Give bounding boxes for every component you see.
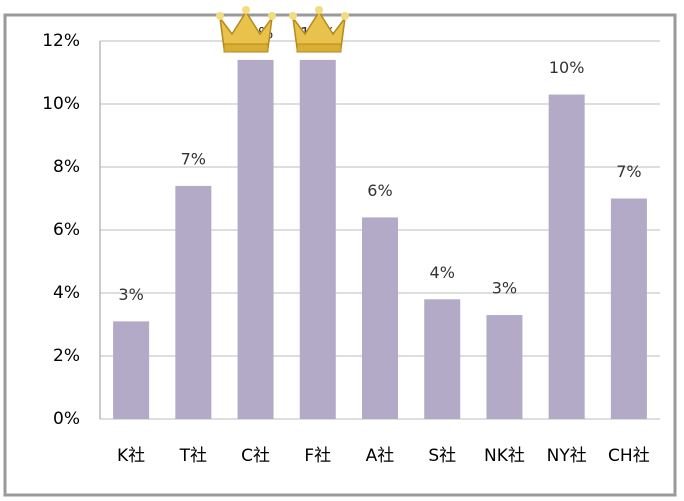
x-tick-label: CH社 <box>608 446 650 466</box>
x-tick-label: K社 <box>117 446 145 466</box>
crown <box>216 6 276 53</box>
data-label: 6% <box>367 181 392 200</box>
y-tick-label: 6% <box>53 220 80 240</box>
bar <box>175 185 212 419</box>
data-label: 7% <box>616 162 641 181</box>
bar <box>299 59 336 420</box>
crown <box>289 6 349 53</box>
y-tick-label: 2% <box>53 346 80 366</box>
data-label: 3% <box>492 279 517 298</box>
y-tick-label: 10% <box>42 94 80 114</box>
data-label: 10% <box>549 58 585 77</box>
bar <box>237 59 274 420</box>
y-tick-label: 0% <box>53 409 80 429</box>
bar <box>362 217 398 419</box>
data-label: 7% <box>181 149 206 168</box>
y-tick-label: 4% <box>53 283 80 303</box>
x-tick-label: C社 <box>241 446 270 466</box>
bar <box>113 321 150 419</box>
data-label: 4% <box>430 263 455 282</box>
x-tick-label: A社 <box>366 446 395 466</box>
y-tick-label: 12% <box>42 31 80 51</box>
y-tick-label: 8% <box>53 157 80 177</box>
x-tick-label: NK社 <box>484 446 525 466</box>
bar <box>486 315 523 419</box>
data-label: 3% <box>118 285 143 304</box>
x-tick-label: T社 <box>179 446 207 466</box>
x-tick-label: S社 <box>428 446 456 466</box>
bar <box>424 299 461 419</box>
crowns <box>216 6 349 53</box>
bar <box>610 198 647 419</box>
x-tick-label: F社 <box>304 446 331 466</box>
bar <box>548 94 585 420</box>
plot: 0%2%4%6%8%10%12%K社3%T社7%C社11%F社11%A社6%S社… <box>42 23 660 466</box>
x-tick-label: NY社 <box>547 446 587 466</box>
